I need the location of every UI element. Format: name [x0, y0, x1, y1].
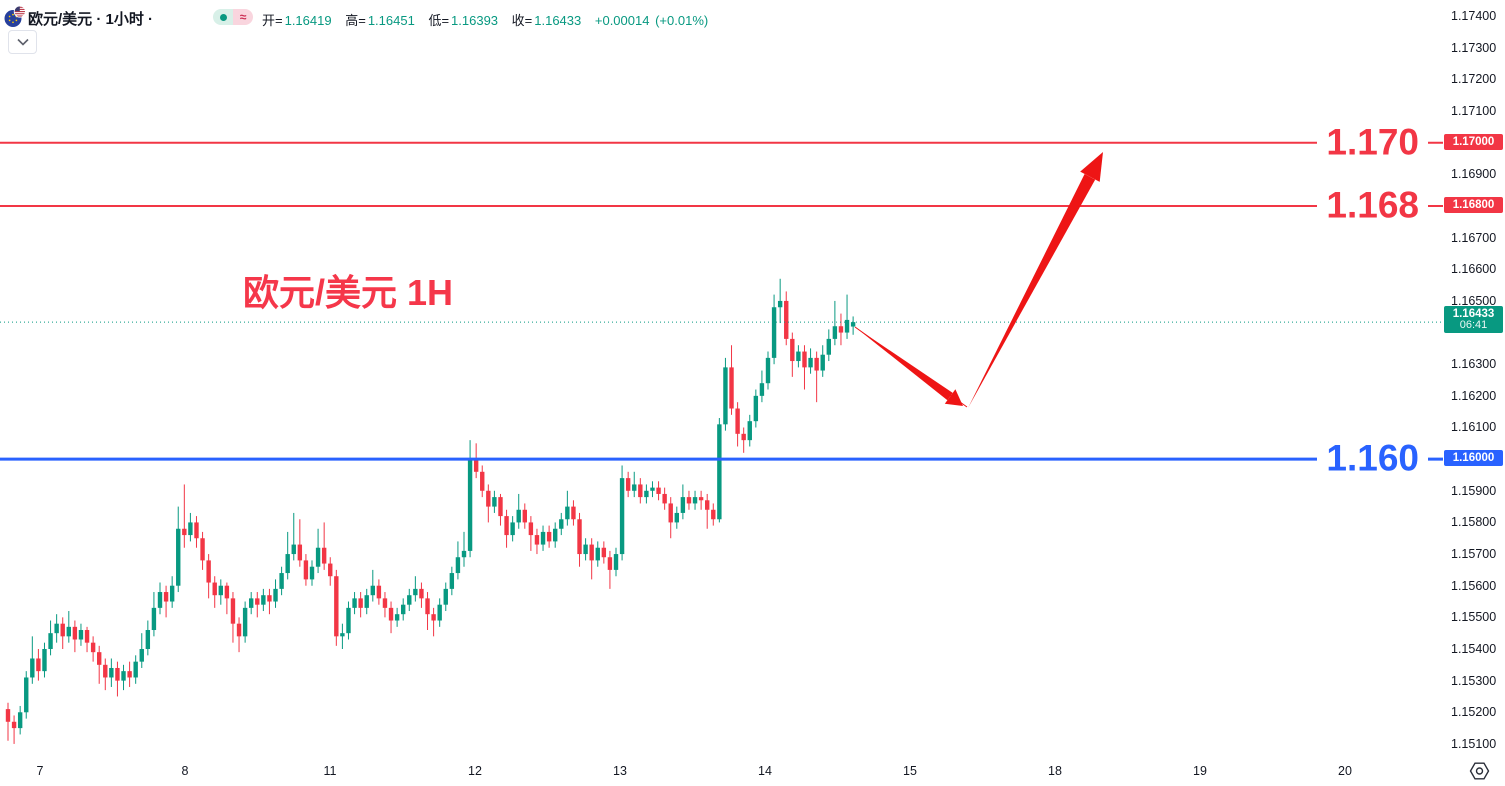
symbol-title[interactable]: 欧元/美元 · 1小时 ·	[28, 11, 154, 28]
low-value: 1.16393	[451, 13, 499, 28]
market-status-chips[interactable]: ≈	[213, 9, 253, 25]
price-tick-1.15200: 1.15200	[1451, 705, 1497, 720]
projection-arrow-up-head-icon[interactable]	[1080, 152, 1103, 182]
chart-annotation-label[interactable]: 欧元/美元 1H	[243, 272, 454, 313]
change-percent: (+0.01%)	[655, 13, 709, 28]
time-tick-19: 19	[1193, 764, 1207, 778]
price-tick-1.17300: 1.17300	[1451, 40, 1497, 55]
delayed-data-approx-icon[interactable]: ≈	[233, 9, 253, 25]
price-tick-1.15700: 1.15700	[1451, 547, 1497, 562]
current-price-badge: 1.16433 06:41	[1444, 306, 1503, 334]
high-label: 高=	[345, 13, 366, 28]
price-tick-1.16500: 1.16500	[1451, 293, 1497, 308]
price-tick-1.15800: 1.15800	[1451, 515, 1497, 530]
time-tick-20: 20	[1338, 764, 1352, 778]
close-value: 1.16433	[534, 13, 582, 28]
price-tick-1.15300: 1.15300	[1451, 673, 1497, 688]
projection-arrow-down-shaft[interactable]	[855, 327, 953, 401]
change-value: +0.00014	[594, 13, 650, 28]
level-1600-badge: 1.16000	[1444, 450, 1503, 467]
time-tick-13: 13	[613, 764, 627, 778]
level-label-1-168[interactable]: 1.168	[1317, 186, 1428, 226]
price-tick-1.15900: 1.15900	[1451, 483, 1497, 498]
price-tick-1.17200: 1.17200	[1451, 72, 1497, 87]
price-tick-1.17400: 1.17400	[1451, 9, 1497, 24]
candles-group	[5, 278, 856, 744]
time-tick-8: 8	[181, 764, 189, 778]
high-value: 1.16451	[367, 13, 415, 28]
time-tick-14: 14	[758, 764, 772, 778]
price-tick-1.16100: 1.16100	[1451, 420, 1497, 435]
time-tick-7: 7	[36, 764, 44, 778]
market-open-dot-icon[interactable]	[213, 9, 233, 25]
collapse-legend-button[interactable]	[8, 30, 37, 54]
level-1700-badge: 1.17000	[1444, 133, 1503, 150]
price-axis[interactable]: 1.17400 1.17300 1.17200 1.17100 1.16900 1.167…	[1443, 0, 1505, 755]
price-tick-1.15100: 1.15100	[1451, 736, 1497, 751]
price-tick-1.16600: 1.16600	[1451, 262, 1497, 277]
low-label: 低=	[428, 13, 450, 28]
level-label-1-170[interactable]: 1.170	[1317, 122, 1428, 163]
price-tick-1.15400: 1.15400	[1451, 641, 1497, 656]
price-tick-1.17100: 1.17100	[1451, 104, 1497, 119]
symbol-pair-flags-icon	[4, 5, 26, 27]
chart-header: 欧元/美元 · 1小时 · ≈ 开= 1.16419 高= 1.16451 低= 1.…	[0, 0, 900, 56]
time-tick-11: 11	[323, 764, 337, 778]
projection-arrows-group[interactable]	[854, 152, 1103, 408]
level-label-1-160[interactable]: 1.160	[1317, 439, 1428, 479]
price-tick-1.15500: 1.15500	[1451, 610, 1497, 625]
projection-arrow-up-shaft[interactable]	[968, 174, 1096, 408]
open-label: 开=	[262, 13, 283, 28]
axis-settings-icon[interactable]	[1466, 759, 1494, 783]
ohlc-readout: 开= 1.16419 高= 1.16451 低= 1.16393 收= 1.16433 …	[262, 10, 710, 29]
chevron-down-icon	[16, 38, 29, 46]
level-1680-badge: 1.16800	[1444, 196, 1503, 213]
time-tick-15: 15	[903, 764, 917, 778]
price-tick-1.16700: 1.16700	[1451, 230, 1497, 245]
time-axis[interactable]: 7 8 11 12 13 14 15 18 19 20	[0, 755, 1505, 786]
projection-arrow-down-head-icon[interactable]	[944, 389, 963, 406]
price-tick-1.16900: 1.16900	[1451, 167, 1497, 182]
open-value: 1.16419	[284, 13, 332, 28]
price-tick-1.16200: 1.16200	[1451, 388, 1497, 403]
time-tick-12: 12	[468, 764, 482, 778]
time-tick-18: 18	[1048, 764, 1062, 778]
close-label: 收=	[511, 13, 533, 28]
price-tick-1.15600: 1.15600	[1451, 578, 1497, 593]
price-tick-1.16300: 1.16300	[1451, 357, 1497, 372]
